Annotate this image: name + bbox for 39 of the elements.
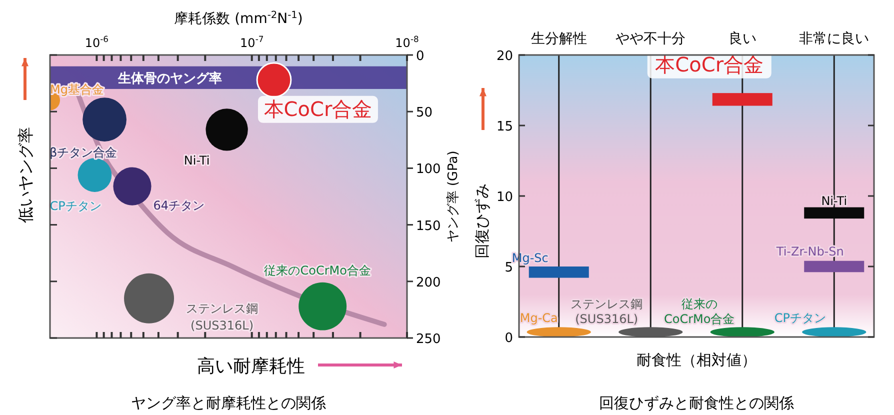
series-label: ステンレス鋼 (SUS316L) [186, 301, 258, 332]
x-tick-label: 良い [728, 31, 756, 47]
series-label: CPチタン [774, 311, 826, 326]
text: 高い耐摩耗性 [197, 356, 305, 377]
series-label: 本CoCr合金 [264, 96, 372, 121]
x-tick-label: 10$^{-6}$ [84, 34, 109, 50]
series-label: 64チタン [153, 198, 205, 212]
series-label: 本CoCr合金 [655, 52, 764, 76]
x-tick-label: 生分解性 [530, 31, 587, 47]
y-axis-title: 回復ひずみ [473, 184, 491, 258]
y-axis-title: ヤング率 (GPa) [445, 150, 461, 242]
x-tick-label: 10$^{-8}$ [395, 34, 419, 50]
x-axis-title: 耐食性（相対値） [636, 351, 756, 369]
y-tick-label: 0 [504, 331, 513, 346]
y-tick-label: 20 [496, 49, 513, 64]
x-axis-title: 摩耗係数 (mm$^{-2}$N$^{-1}$) [174, 10, 303, 27]
series-label: 従来の CoCrMo合金 [664, 297, 735, 326]
text: 低いヤング率 [16, 127, 35, 223]
text: 回復ひずみと耐食性との関係 [599, 394, 794, 412]
series-label: ステンレス鋼 (SUS316L) [570, 297, 643, 326]
series-label: CPチタン [50, 198, 102, 213]
x-tick-label: やや不十分 [616, 31, 686, 47]
y-tick-label: 10 [496, 190, 513, 205]
y-tick-label: 150 [416, 218, 441, 234]
y-tick-label: 15 [496, 120, 513, 134]
series-label: Ni-Ti [184, 154, 210, 168]
x-tick-label: 非常に良い [799, 31, 870, 47]
y-tick-label: 0 [416, 49, 424, 64]
band-label: 生体骨のヤング率 [117, 70, 222, 87]
series-label: Mg-Ca [520, 311, 558, 326]
y-tick-label: 50 [416, 106, 433, 121]
series-label: 従来のCoCrMo合金 [264, 263, 371, 278]
text: ヤング率と耐摩耗性との関係 [131, 394, 326, 412]
x-tick-label: 10$^{-7}$ [240, 34, 264, 50]
y-tick-label: 200 [416, 275, 441, 290]
series-label: βチタン合金 [50, 146, 118, 160]
y-tick-label: 100 [416, 162, 441, 178]
y-tick-label: 5 [504, 260, 513, 276]
y-tick-label: 250 [416, 332, 441, 347]
